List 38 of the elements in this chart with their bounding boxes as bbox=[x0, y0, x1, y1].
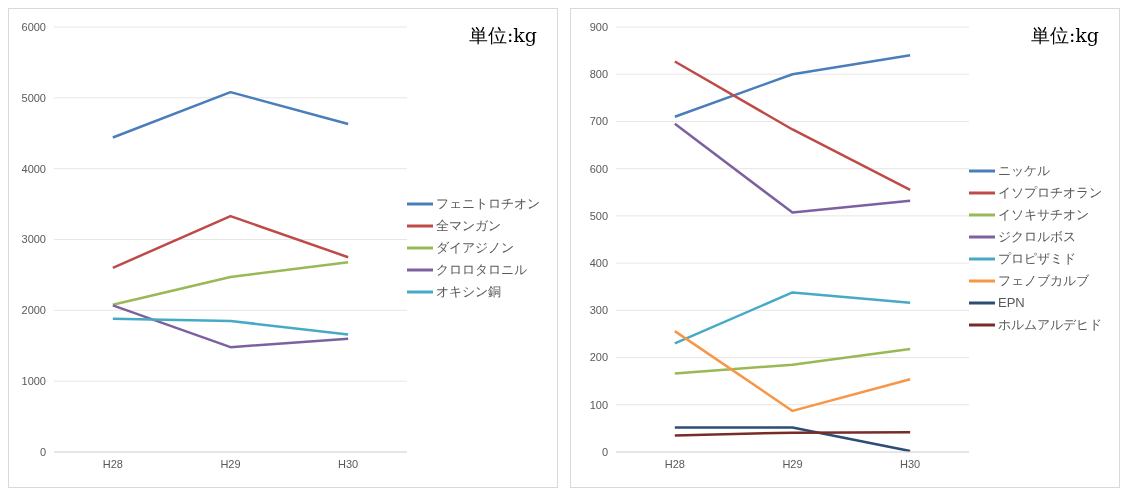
y-tick-label: 300 bbox=[589, 304, 608, 317]
x-tick-label: H28 bbox=[102, 457, 123, 470]
legend-label: プロピザミド bbox=[998, 250, 1076, 268]
legend-label: 全マンガン bbox=[436, 217, 501, 235]
x-tick-label: H29 bbox=[782, 457, 803, 470]
y-tick-label: 700 bbox=[589, 115, 608, 128]
y-tick-label: 900 bbox=[589, 20, 608, 33]
y-tick-label: 6000 bbox=[21, 20, 46, 33]
legend-label: フェニトロチオン bbox=[436, 195, 540, 213]
legend-label: オキシン銅 bbox=[436, 283, 501, 301]
y-tick-label: 1000 bbox=[21, 375, 46, 388]
y-tick-label: 500 bbox=[589, 209, 608, 222]
x-tick-label: H30 bbox=[900, 457, 921, 470]
y-tick-label: 400 bbox=[589, 257, 608, 270]
y-tick-label: 0 bbox=[601, 445, 608, 458]
y-tick-label: 5000 bbox=[21, 91, 46, 104]
legend-label: イソプロチオラン bbox=[998, 184, 1102, 202]
text: 単位:kg bbox=[468, 23, 537, 48]
y-tick-label: 3000 bbox=[21, 233, 46, 246]
legend-label: EPN bbox=[998, 294, 1025, 312]
legend-label: ニッケル bbox=[998, 162, 1050, 180]
legend-label: フェノブカルブ bbox=[998, 272, 1089, 290]
legend-label: イソキサチオン bbox=[998, 206, 1089, 224]
y-tick-label: 200 bbox=[589, 351, 608, 364]
legend-label: ジクロルボス bbox=[998, 228, 1076, 246]
legend-label: クロロタロニル bbox=[436, 261, 527, 279]
y-tick-label: 600 bbox=[589, 162, 608, 175]
x-tick-label: H29 bbox=[220, 457, 241, 470]
y-tick-label: 100 bbox=[589, 398, 608, 411]
legend-label: ダイアジノン bbox=[436, 239, 514, 257]
y-tick-label: 0 bbox=[39, 445, 46, 458]
y-tick-label: 2000 bbox=[21, 304, 46, 317]
y-tick-label: 4000 bbox=[21, 162, 46, 175]
text: 単位:kg bbox=[1030, 23, 1099, 48]
x-tick-label: H28 bbox=[664, 457, 685, 470]
y-tick-label: 800 bbox=[589, 68, 608, 81]
legend-label: ホルムアルデヒド bbox=[998, 316, 1102, 334]
x-tick-label: H30 bbox=[338, 457, 359, 470]
